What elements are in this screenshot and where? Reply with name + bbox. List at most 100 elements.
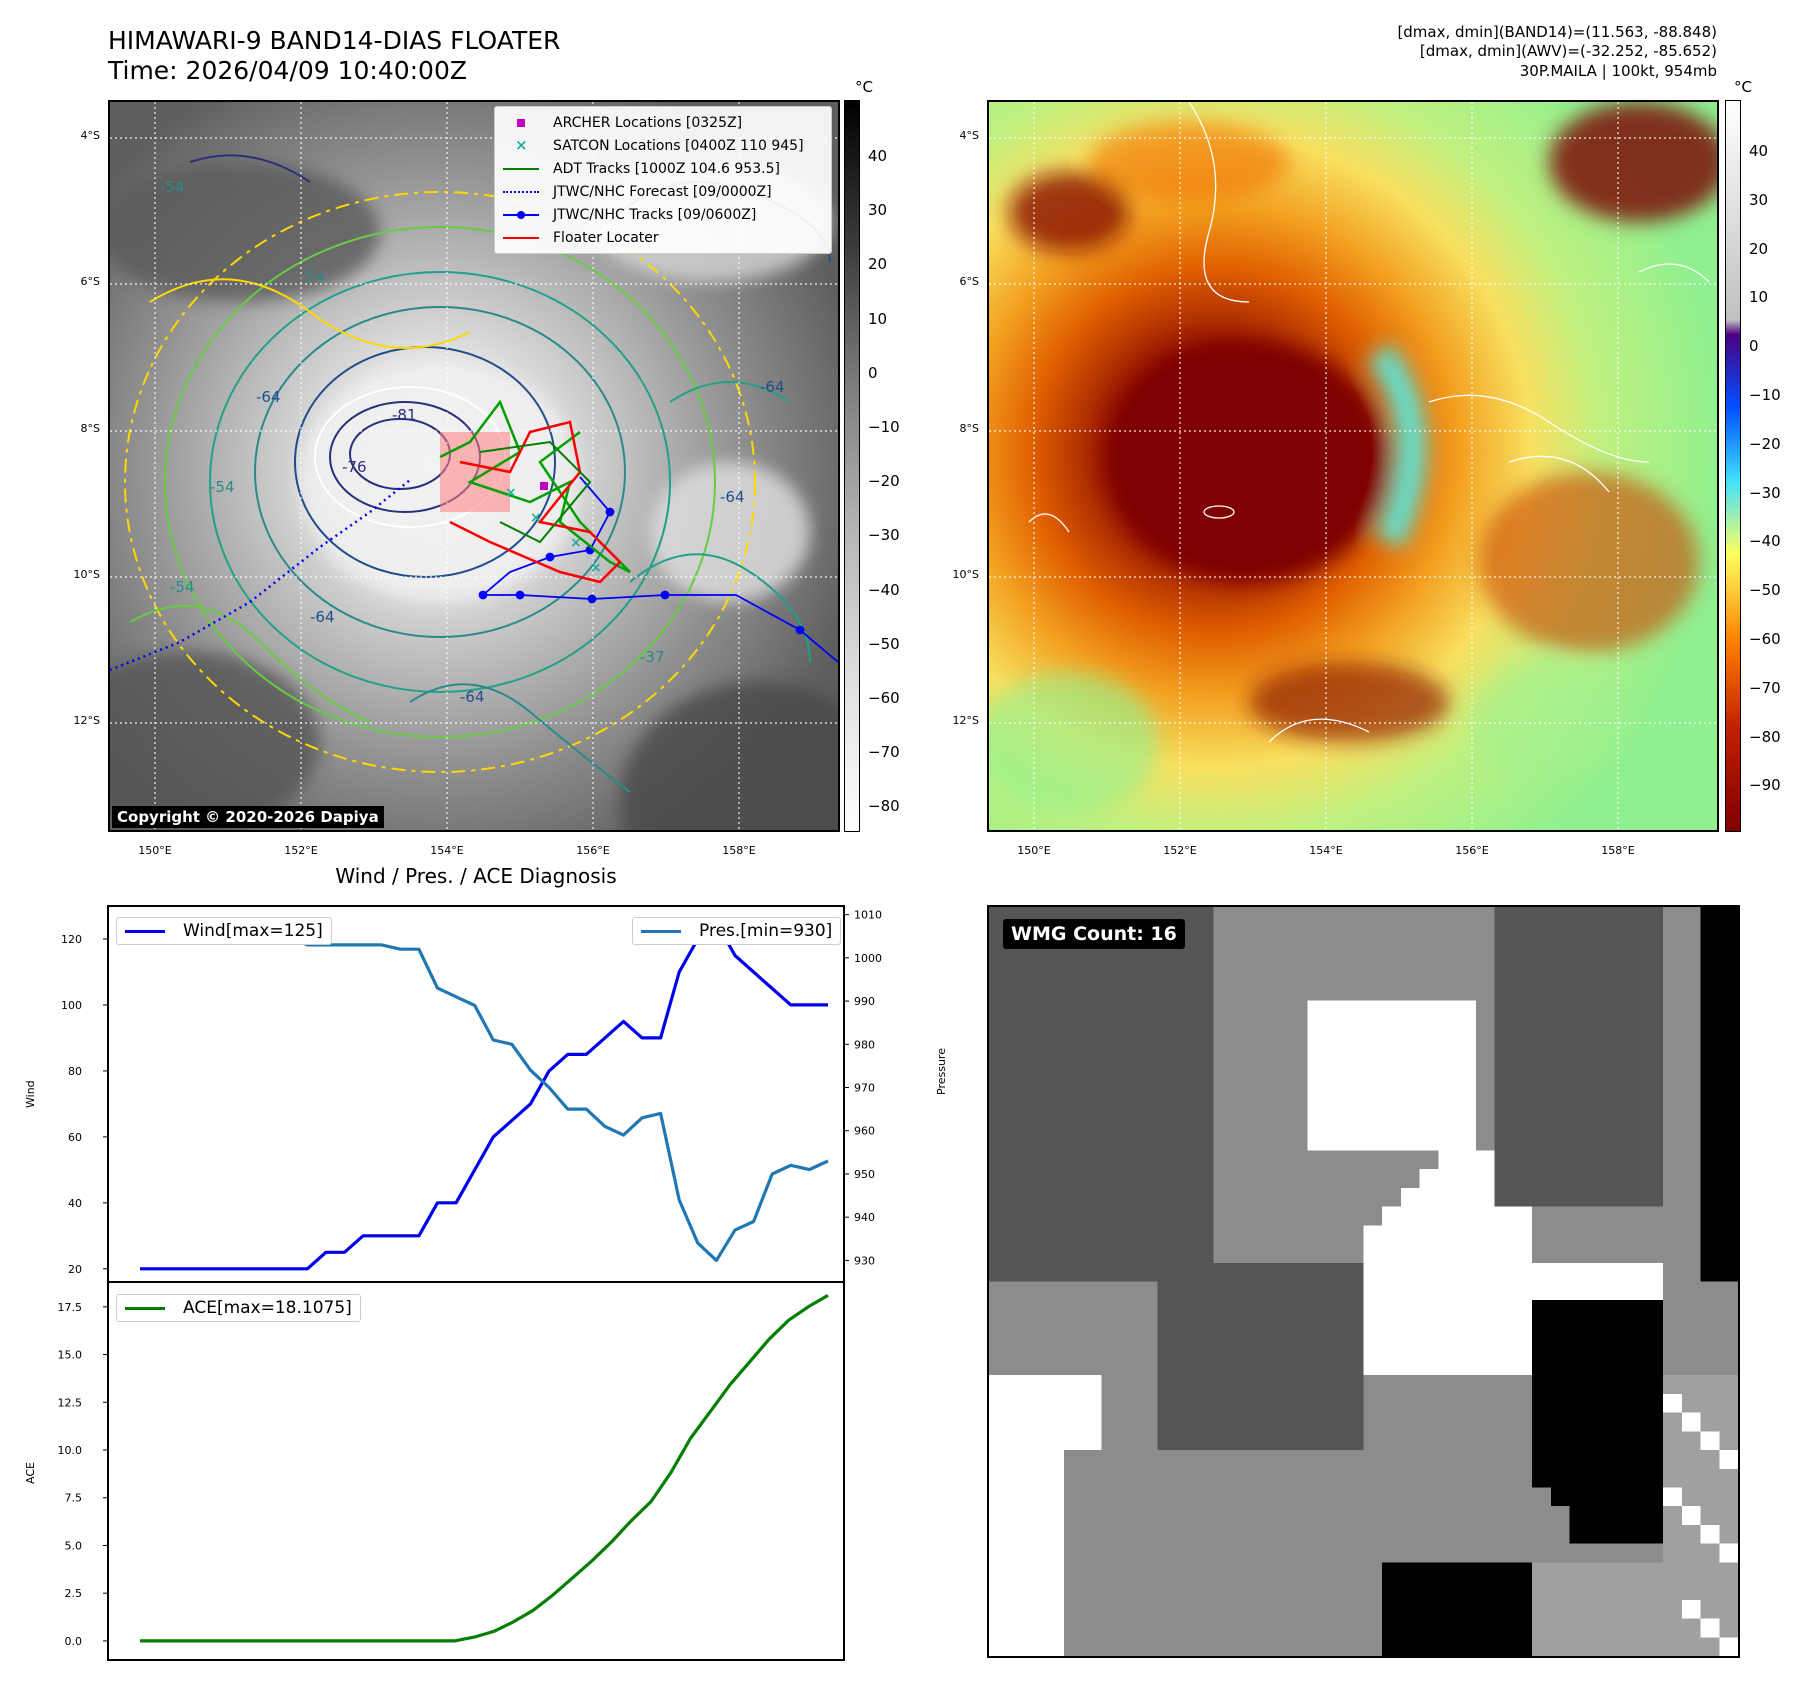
wmg-cell — [1045, 1187, 1065, 1208]
y-tick-label: 10.0 — [58, 1444, 83, 1457]
wmg-cell — [1194, 1412, 1215, 1432]
wmg-cell — [1625, 1038, 1645, 1058]
wmg-cell — [1326, 1225, 1346, 1245]
wmg-cell — [1438, 1506, 1458, 1526]
wmg-cell — [1194, 1581, 1215, 1601]
wmg-cell — [1663, 1450, 1683, 1470]
wmg-cell — [1625, 1244, 1645, 1264]
wmg-cell — [1194, 1356, 1215, 1376]
wmg-cell — [1382, 1056, 1402, 1077]
wmg-cell — [1550, 1094, 1570, 1114]
wmg-cell — [1082, 1356, 1102, 1376]
wmg-cell — [1045, 1487, 1065, 1507]
wmg-cell — [1251, 1281, 1271, 1301]
wmg-cell — [1625, 1637, 1645, 1656]
wmg-cell — [1120, 1019, 1140, 1039]
series-line-0 — [140, 1294, 829, 1643]
wmg-cell — [1344, 1637, 1365, 1656]
wmg-cell — [1438, 1618, 1458, 1638]
wmg-cell — [1007, 1412, 1027, 1432]
wmg-cell — [1663, 1506, 1683, 1526]
wmg-cell — [1700, 1356, 1720, 1376]
wmg-cell — [989, 1524, 1009, 1545]
wmg-cell — [1663, 1038, 1683, 1058]
wmg-cell — [1176, 1075, 1196, 1095]
legend-entry-jtwc-tracks: JTWC/NHC Tracks [09/0600Z] — [503, 203, 823, 226]
wmg-cell — [1269, 1112, 1290, 1133]
wmg-cell — [1344, 1000, 1365, 1020]
wmg-cell — [1344, 1187, 1365, 1208]
wmg-cell — [1569, 1281, 1589, 1301]
wmg-cell — [1681, 1487, 1702, 1507]
wmg-cell — [1663, 1300, 1683, 1320]
wmg-cell — [1269, 1131, 1290, 1151]
lon-tick-label: 152°E — [1163, 844, 1197, 857]
wmg-cell — [1344, 1281, 1365, 1301]
wmg-cell — [1569, 1019, 1589, 1039]
wmg-cell — [1606, 1169, 1627, 1189]
wmg-cell — [1251, 1506, 1271, 1526]
wmg-cell — [1681, 1225, 1702, 1245]
wmg-cell — [1644, 944, 1664, 964]
wmg-cell — [1625, 1337, 1645, 1357]
wmg-cell — [1251, 1225, 1271, 1245]
wmg-cell — [1288, 1150, 1308, 1170]
wmg-cell — [1513, 925, 1533, 945]
wmg-cell — [1063, 1075, 1084, 1095]
wmg-cell — [1681, 1375, 1702, 1395]
wmg-cell — [1120, 1262, 1140, 1283]
wmg-cell — [1363, 1412, 1383, 1432]
wmg-cell — [1569, 1468, 1589, 1488]
wmg-cell — [1326, 1056, 1346, 1077]
wmg-cell — [1157, 944, 1177, 964]
wmg-cell — [1213, 1581, 1233, 1601]
wmg-cell — [1026, 1262, 1046, 1283]
wmg-cell — [989, 1337, 1009, 1357]
wmg-cell — [1719, 1543, 1738, 1563]
wmg-cell — [1475, 944, 1496, 964]
wmg-cell — [1138, 1599, 1159, 1620]
wmg-cell — [1681, 1187, 1702, 1208]
wmg-cell — [1101, 1038, 1121, 1058]
wmg-cell — [1475, 1206, 1496, 1226]
wmg-cell — [1157, 1581, 1177, 1601]
wmg-cell — [1569, 1487, 1589, 1507]
wmg-cell — [1532, 1131, 1552, 1151]
wmg-cell — [1326, 1038, 1346, 1058]
wmg-cell — [1213, 1056, 1233, 1077]
wmg-cell — [1606, 1431, 1627, 1451]
wmg-cell — [1213, 1562, 1233, 1582]
wmg-cell — [1232, 1618, 1252, 1638]
wmg-cell — [1120, 1618, 1140, 1638]
wmg-cell — [1513, 944, 1533, 964]
wmg-cell — [1363, 1131, 1383, 1151]
wmg-cell — [1625, 981, 1645, 1002]
wmg-cell — [1363, 907, 1383, 927]
wmg-cell — [1232, 1056, 1252, 1077]
lat-tick-label: 8°S — [959, 422, 979, 435]
wmg-cell — [1288, 1187, 1308, 1208]
wmg-cell — [1138, 1375, 1159, 1395]
wmg-cell — [1700, 944, 1720, 964]
wmg-cell — [1606, 1506, 1627, 1526]
wmg-cell — [1644, 1506, 1664, 1526]
wmg-cell — [1663, 1599, 1683, 1620]
wmg-cell — [1700, 981, 1720, 1002]
wmg-cell — [1157, 1094, 1177, 1114]
wmg-cell — [1288, 1038, 1308, 1058]
wmg-cell — [1288, 981, 1308, 1002]
wmg-cell — [1288, 1337, 1308, 1357]
wmg-cell — [1400, 1637, 1421, 1656]
lon-tick-label: 152°E — [284, 844, 318, 857]
wmg-cell — [1176, 1337, 1196, 1357]
wmg-cell — [1588, 1637, 1608, 1656]
wmg-cell — [1494, 963, 1514, 983]
wmg-cell — [1045, 1337, 1065, 1357]
wmg-cell — [1363, 1637, 1383, 1656]
wmg-cell — [1213, 944, 1233, 964]
wmg-cell — [1550, 1281, 1570, 1301]
awv-colorbar-tick: −70 — [1749, 678, 1781, 697]
wmg-cell — [989, 1019, 1009, 1039]
wmg-cell — [1232, 1375, 1252, 1395]
x-marker-icon: × — [515, 135, 528, 154]
